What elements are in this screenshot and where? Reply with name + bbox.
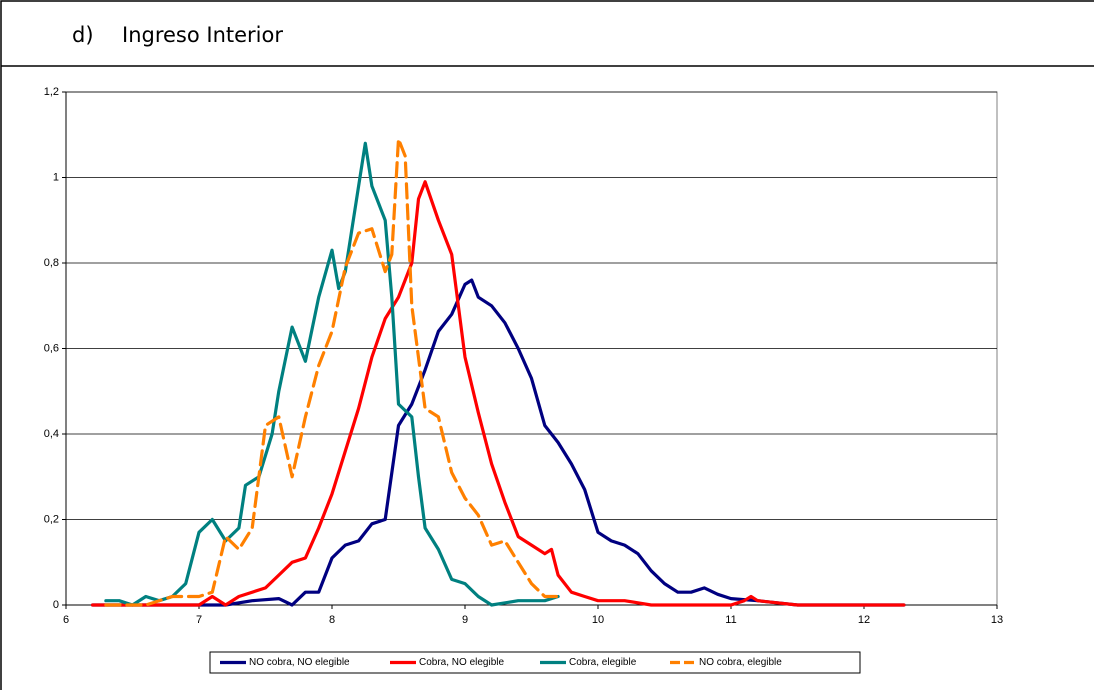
legend-label: Cobra, elegible <box>569 657 637 668</box>
x-tick-label: 13 <box>991 614 1003 626</box>
heading-marker: d) <box>72 23 94 47</box>
x-tick-label: 7 <box>196 614 202 626</box>
y-tick-label: 0,8 <box>44 257 59 269</box>
y-tick-label: 0,4 <box>44 428 59 440</box>
legend-label: Cobra, NO elegible <box>419 657 504 668</box>
series-line <box>104 137 560 607</box>
x-tick-label: 6 <box>63 614 69 626</box>
y-tick-label: 0 <box>53 599 59 611</box>
y-tick-label: 1 <box>53 171 59 183</box>
x-tick-label: 9 <box>462 614 468 626</box>
y-tick-label: 0,6 <box>44 342 59 354</box>
y-tick-label: 1,2 <box>44 86 59 98</box>
x-tick-label: 11 <box>725 614 736 626</box>
legend-label: NO cobra, NO elegible <box>249 657 350 668</box>
x-tick-label: 10 <box>592 614 604 626</box>
x-tick-label: 12 <box>858 614 870 626</box>
y-tick-label: 0,2 <box>44 513 59 525</box>
series-line <box>91 278 906 607</box>
x-tick-label: 8 <box>329 614 335 626</box>
series-line <box>91 180 906 607</box>
legend-box <box>209 651 861 674</box>
heading-text: Ingreso Interior <box>122 23 283 47</box>
legend-label: NO cobra, elegible <box>699 657 782 668</box>
series-line <box>104 141 560 607</box>
